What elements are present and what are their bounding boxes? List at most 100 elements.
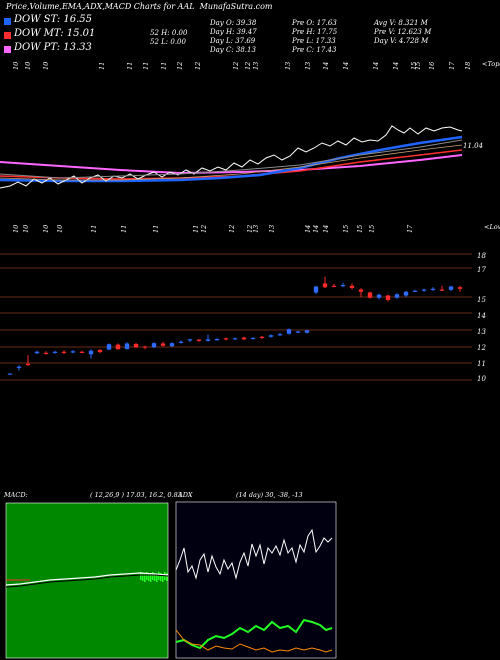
candle-body: [205, 339, 211, 341]
y-tick: 10: [477, 375, 486, 383]
top-date-tick: 12: [244, 62, 252, 70]
candle-date-tick: 15: [356, 225, 364, 233]
candle-date-tick: 11: [192, 225, 200, 233]
candle-body: [52, 351, 58, 353]
macd-label: MACD:: [3, 491, 28, 499]
legend-dow-pt: DOW PT: 13.33: [14, 42, 92, 53]
candle-body: [304, 330, 310, 333]
source-text: MunafaSutra.com: [199, 2, 273, 11]
candle-y-ticks: 18 17 15 14 13 12 11 10: [477, 252, 486, 383]
legend-dow-st: DOW ST: 16.55: [14, 14, 93, 25]
top-date-tick: 15: [414, 62, 422, 70]
adx-panel: [175, 501, 337, 659]
top-date-tick: 11: [126, 62, 134, 70]
stat-pre-h: Pre H: 17.75: [292, 28, 338, 36]
macd-bar: [140, 572, 142, 580]
stat-pre-v: Pre V: 12.623 M: [374, 28, 432, 36]
candle-body: [412, 290, 418, 292]
ema-dark-line: [0, 144, 463, 181]
di-minus-line: [175, 629, 333, 653]
candle-body: [322, 283, 328, 288]
y-tick: 13: [477, 328, 486, 336]
stat-pre-o: Pre O: 17.63: [292, 19, 337, 27]
adx-background: [175, 501, 337, 659]
macd-bar: [158, 572, 160, 580]
candle-body: [115, 344, 121, 350]
candle-body: [16, 366, 22, 368]
macd-signal-line: [5, 574, 169, 588]
macd-bar: [144, 574, 146, 582]
legend-swatch-st: [4, 18, 11, 25]
candle-body: [430, 288, 436, 290]
stat-day-l: Day L: 37.69: [210, 37, 256, 45]
candle-body: [403, 291, 409, 296]
candle-body: [358, 289, 364, 292]
candle-date-tick: 11: [120, 225, 128, 233]
stat-avg-v: Avg V: 8.321 M: [374, 19, 428, 27]
top-date-tick: 11: [160, 62, 168, 70]
candle-body: [349, 285, 355, 288]
candle-body: [457, 287, 463, 289]
candle-date-tick: 10: [56, 225, 64, 233]
candle-body: [178, 341, 184, 343]
top-date-tick: 10: [24, 62, 32, 70]
stat-52h: 52 H: 0.00: [150, 29, 188, 37]
candle-date-tick: 10: [12, 225, 20, 233]
ema-grey-line: [0, 139, 463, 179]
stat-pre-l: Pre L: 17.33: [292, 37, 336, 45]
candle-body: [34, 351, 40, 354]
macd-bar: [142, 573, 144, 581]
legend-swatch-pt: [4, 46, 11, 53]
candle-date-tick: 12: [228, 225, 236, 233]
top-date-tick: 13: [304, 62, 312, 70]
macd-bar: [148, 573, 150, 581]
top-date-tick: 12: [176, 62, 184, 70]
adx-label: ADX: [177, 491, 193, 499]
candles: [7, 276, 463, 376]
top-date-tick: 10: [12, 62, 20, 70]
macd-bar: [152, 572, 154, 580]
candle-body: [142, 346, 148, 348]
stat-pre-c: Pre C: 17.43: [292, 46, 337, 54]
candle-body: [79, 351, 85, 353]
candle-date-tick: 12: [200, 225, 208, 233]
chart-title: Price,Volume,EMA,ADX,MACD Charts for AAL…: [6, 2, 273, 11]
candle-body: [7, 373, 13, 375]
candle-body: [70, 351, 76, 353]
candle-date-tick: 13: [268, 225, 276, 233]
candle-date-tick: 11: [152, 225, 160, 233]
candle-date-tick: 12: [246, 225, 254, 233]
candle-body: [223, 338, 229, 340]
y-tick: 15: [477, 296, 486, 304]
macd-bar: [166, 573, 168, 581]
candle-body: [43, 352, 49, 354]
top-date-tick: 13: [284, 62, 292, 70]
candle-body: [367, 292, 373, 298]
candle-date-tick: 14: [322, 225, 330, 233]
y-tick: 14: [477, 312, 486, 320]
candle-body: [448, 286, 454, 290]
candle-body: [187, 339, 193, 341]
top-date-tick: 13: [252, 62, 260, 70]
candle-body: [385, 295, 391, 300]
candle-body: [214, 339, 220, 341]
stat-day-c: Day C: 38.13: [210, 46, 256, 54]
macd-bar: [162, 574, 164, 582]
price-line: [0, 125, 463, 189]
candle-body: [250, 337, 256, 340]
y-tick: 17: [477, 266, 486, 274]
top-date-tick: 11: [98, 62, 106, 70]
top-date-tick: 15: [410, 62, 418, 70]
candle-date-tick: 15: [342, 225, 350, 233]
stat-day-h: Day H: 39.47: [210, 28, 257, 36]
candle-body: [277, 334, 283, 336]
top-date-ticks: 10 10 10 11 11 11 11 12 12 12 12 13 13 13 14 14 14 14 1515…: [12, 61, 472, 70]
candle-body: [97, 349, 103, 353]
candle-date-tick: 13: [252, 225, 260, 233]
legend-dow-mt: DOW MT: 15.01: [14, 28, 96, 39]
ema-short-line: [0, 135, 463, 183]
candle-date-tick: 10: [42, 225, 50, 233]
adx-params: (14 day) 30, -38, -13: [236, 491, 303, 499]
macd-line: [5, 572, 169, 586]
